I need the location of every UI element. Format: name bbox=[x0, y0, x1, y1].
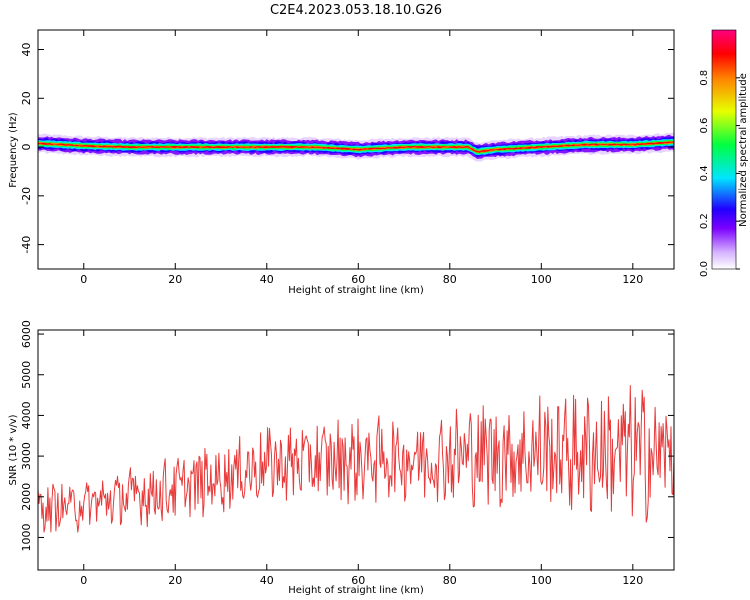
spectrogram-y-tick-label: 40 bbox=[20, 43, 33, 57]
spectrogram-panel: 0 20 40 60 80 100 120 -40 -20 0 20 40 Height of st… bbox=[8, 29, 675, 296]
spectrogram-x-tick-label: 80 bbox=[443, 273, 457, 286]
spectrogram-x-ticks: 0 20 40 60 80 100 120 bbox=[80, 30, 643, 286]
spectrogram-y-tick-label: -40 bbox=[20, 236, 33, 254]
spectrogram-x-label: Height of straight line (km) bbox=[288, 285, 424, 296]
spectrogram-x-tick-label: 20 bbox=[168, 273, 182, 286]
snr-y-tick-label: 1000 bbox=[20, 523, 33, 551]
colorbar-ticks: 0.0 0.2 0.4 0.6 0.8 bbox=[699, 70, 740, 277]
spectral-band-layer bbox=[38, 139, 674, 155]
colorbar-tick-label: 0.2 bbox=[699, 213, 710, 229]
spectrogram-y-ticks: -40 -20 0 20 40 bbox=[20, 43, 674, 254]
colorbar-tick-label: 0.0 bbox=[699, 261, 710, 277]
spectrogram-x-tick-label: 40 bbox=[260, 273, 274, 286]
colorbar-tick-label: 0.8 bbox=[699, 70, 710, 86]
spectral-band bbox=[38, 132, 674, 162]
snr-x-tick-label: 40 bbox=[260, 574, 274, 587]
spectrogram-frame bbox=[37, 29, 675, 270]
snr-series-line bbox=[37, 385, 675, 533]
snr-x-tick-label: 60 bbox=[351, 574, 365, 587]
snr-y-tick-label: 4000 bbox=[20, 401, 33, 429]
snr-y-ticks: 1000 2000 3000 4000 5000 6000 bbox=[20, 320, 674, 551]
spectrogram-y-tick-label: -20 bbox=[20, 187, 33, 205]
snr-x-tick-label: 80 bbox=[443, 574, 457, 587]
colorbar-label: Normalized spectral amplitude bbox=[738, 73, 749, 227]
spectrogram-x-tick-label: 60 bbox=[351, 273, 365, 286]
snr-x-tick-label: 20 bbox=[168, 574, 182, 587]
snr-x-tick-label: 120 bbox=[622, 574, 643, 587]
spectral-band-layer bbox=[38, 141, 674, 153]
colorbar-gradient bbox=[712, 30, 736, 269]
snr-panel: 0 20 40 60 80 100 120 1000 2000 3000 4000 5000 6000… bbox=[8, 320, 675, 596]
snr-y-tick-label: 2000 bbox=[20, 483, 33, 511]
snr-y-tick-label: 6000 bbox=[20, 320, 33, 348]
spectrogram-y-label: Frequency (Hz) bbox=[8, 112, 19, 188]
spectrogram-x-tick-label: 0 bbox=[80, 273, 87, 286]
snr-y-label: SNR (10 * v/v) bbox=[8, 414, 19, 485]
snr-y-tick-label: 3000 bbox=[20, 442, 33, 470]
spectrogram-y-tick-label: 0 bbox=[20, 144, 33, 151]
snr-x-ticks: 0 20 40 60 80 100 120 bbox=[80, 330, 643, 587]
colorbar-frame bbox=[711, 29, 737, 270]
snr-y-tick-label: 5000 bbox=[20, 361, 33, 389]
colorbar-tick-label: 0.4 bbox=[699, 165, 710, 181]
colorbar-tick-label: 0.6 bbox=[699, 118, 710, 134]
spectrogram-x-tick-label: 120 bbox=[622, 273, 643, 286]
snr-frame bbox=[37, 329, 675, 571]
snr-x-label: Height of straight line (km) bbox=[288, 585, 424, 596]
figure-title: C2E4.2023.053.18.10.G26 bbox=[270, 3, 442, 18]
spectrogram-x-tick-label: 100 bbox=[531, 273, 552, 286]
colorbar: 0.0 0.2 0.4 0.6 0.8 Normalized spectral ampl… bbox=[699, 29, 749, 277]
snr-x-tick-label: 100 bbox=[531, 574, 552, 587]
spectrogram-y-tick-label: 20 bbox=[20, 91, 33, 105]
snr-x-tick-label: 0 bbox=[80, 574, 87, 587]
